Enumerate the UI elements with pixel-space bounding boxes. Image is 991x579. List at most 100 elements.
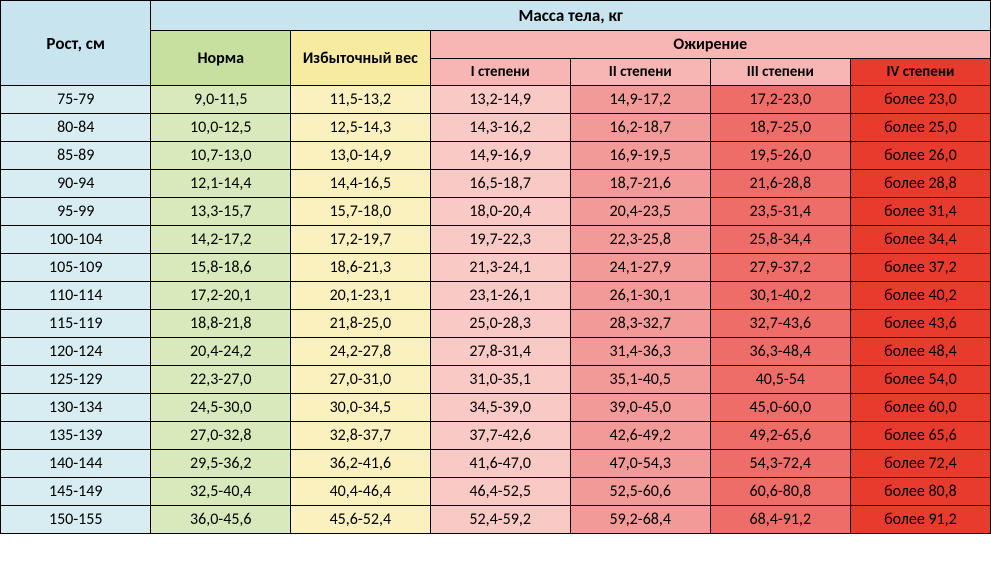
cell-ob4: более 60,0 [850,394,990,422]
cell-ob1: 14,3-16,2 [430,114,570,142]
cell-height: 135-139 [1,422,151,450]
cell-ob2: 42,6-49,2 [570,422,710,450]
cell-ob4: более 31,4 [850,198,990,226]
cell-overweight: 15,7-18,0 [291,198,431,226]
cell-norm: 18,8-21,8 [151,310,291,338]
cell-ob3: 18,7-25,0 [710,114,850,142]
cell-ob3: 32,7-43,6 [710,310,850,338]
table-row: 95-9913,3-15,715,7-18,018,0-20,420,4-23,… [1,198,991,226]
table-row: 130-13424,5-30,030,0-34,534,5-39,039,0-4… [1,394,991,422]
cell-overweight: 17,2-19,7 [291,226,431,254]
cell-norm: 10,0-12,5 [151,114,291,142]
cell-norm: 27,0-32,8 [151,422,291,450]
cell-ob4: более 80,8 [850,478,990,506]
cell-overweight: 18,6-21,3 [291,254,431,282]
cell-ob2: 14,9-17,2 [570,86,710,114]
cell-norm: 24,5-30,0 [151,394,291,422]
header-ob4: IV степени [850,59,990,86]
cell-overweight: 21,8-25,0 [291,310,431,338]
cell-norm: 32,5-40,4 [151,478,291,506]
header-norm: Норма [151,31,291,86]
cell-overweight: 27,0-31,0 [291,366,431,394]
cell-ob2: 20,4-23,5 [570,198,710,226]
table-row: 90-9412,1-14,414,4-16,516,5-18,718,7-21,… [1,170,991,198]
table-row: 120-12420,4-24,224,2-27,827,8-31,431,4-3… [1,338,991,366]
table-row: 125-12922,3-27,027,0-31,031,0-35,135,1-4… [1,366,991,394]
cell-ob3: 27,9-37,2 [710,254,850,282]
cell-height: 85-89 [1,142,151,170]
table-body: 75-799,0-11,511,5-13,213,2-14,914,9-17,2… [1,86,991,534]
cell-height: 115-119 [1,310,151,338]
table-row: 150-15536,0-45,645,6-52,452,4-59,259,2-6… [1,506,991,534]
cell-ob1: 27,8-31,4 [430,338,570,366]
cell-overweight: 45,6-52,4 [291,506,431,534]
cell-height: 110-114 [1,282,151,310]
table-row: 100-10414,2-17,217,2-19,719,7-22,322,3-2… [1,226,991,254]
cell-ob3: 40,5-54 [710,366,850,394]
cell-height: 140-144 [1,450,151,478]
cell-ob4: более 54,0 [850,366,990,394]
cell-ob4: более 72,4 [850,450,990,478]
cell-ob1: 14,9-16,9 [430,142,570,170]
cell-ob1: 13,2-14,9 [430,86,570,114]
cell-ob2: 18,7-21,6 [570,170,710,198]
table-row: 85-8910,7-13,013,0-14,914,9-16,916,9-19,… [1,142,991,170]
cell-ob3: 30,1-40,2 [710,282,850,310]
cell-overweight: 36,2-41,6 [291,450,431,478]
cell-height: 80-84 [1,114,151,142]
cell-ob1: 41,6-47,0 [430,450,570,478]
cell-overweight: 11,5-13,2 [291,86,431,114]
cell-overweight: 20,1-23,1 [291,282,431,310]
cell-ob1: 25,0-28,3 [430,310,570,338]
cell-ob3: 17,2-23,0 [710,86,850,114]
header-height: Рост, см [1,1,151,86]
cell-norm: 9,0-11,5 [151,86,291,114]
cell-ob2: 47,0-54,3 [570,450,710,478]
cell-ob4: более 23,0 [850,86,990,114]
cell-ob3: 45,0-60,0 [710,394,850,422]
cell-ob2: 35,1-40,5 [570,366,710,394]
cell-ob4: более 65,6 [850,422,990,450]
header-ob3: III степени [710,59,850,86]
cell-ob4: более 91,2 [850,506,990,534]
table-row: 80-8410,0-12,512,5-14,314,3-16,216,2-18,… [1,114,991,142]
cell-ob1: 46,4-52,5 [430,478,570,506]
cell-ob2: 24,1-27,9 [570,254,710,282]
cell-overweight: 32,8-37,7 [291,422,431,450]
cell-ob4: более 43,6 [850,310,990,338]
cell-norm: 17,2-20,1 [151,282,291,310]
cell-ob4: более 40,2 [850,282,990,310]
cell-ob3: 21,6-28,8 [710,170,850,198]
cell-ob2: 59,2-68,4 [570,506,710,534]
cell-height: 95-99 [1,198,151,226]
cell-ob3: 23,5-31,4 [710,198,850,226]
cell-ob1: 23,1-26,1 [430,282,570,310]
cell-norm: 12,1-14,4 [151,170,291,198]
table-row: 115-11918,8-21,821,8-25,025,0-28,328,3-3… [1,310,991,338]
cell-norm: 14,2-17,2 [151,226,291,254]
cell-ob1: 16,5-18,7 [430,170,570,198]
cell-ob4: более 34,4 [850,226,990,254]
cell-ob2: 26,1-30,1 [570,282,710,310]
header-ob1: I степени [430,59,570,86]
cell-overweight: 13,0-14,9 [291,142,431,170]
cell-ob2: 16,9-19,5 [570,142,710,170]
table-header: Рост, см Масса тела, кг Норма Избыточный… [1,1,991,86]
table-row: 135-13927,0-32,832,8-37,737,7-42,642,6-4… [1,422,991,450]
header-overweight: Избыточный вес [291,31,431,86]
cell-ob2: 52,5-60,6 [570,478,710,506]
cell-height: 100-104 [1,226,151,254]
cell-ob2: 28,3-32,7 [570,310,710,338]
header-mass-title: Масса тела, кг [151,1,991,31]
cell-ob2: 16,2-18,7 [570,114,710,142]
bmi-table-container: Рост, см Масса тела, кг Норма Избыточный… [0,0,991,534]
cell-height: 90-94 [1,170,151,198]
cell-height: 75-79 [1,86,151,114]
header-ob2: II степени [570,59,710,86]
bmi-table: Рост, см Масса тела, кг Норма Избыточный… [0,0,991,534]
cell-ob2: 39,0-45,0 [570,394,710,422]
table-row: 140-14429,5-36,236,2-41,641,6-47,047,0-5… [1,450,991,478]
cell-norm: 13,3-15,7 [151,198,291,226]
cell-ob2: 22,3-25,8 [570,226,710,254]
cell-ob3: 25,8-34,4 [710,226,850,254]
